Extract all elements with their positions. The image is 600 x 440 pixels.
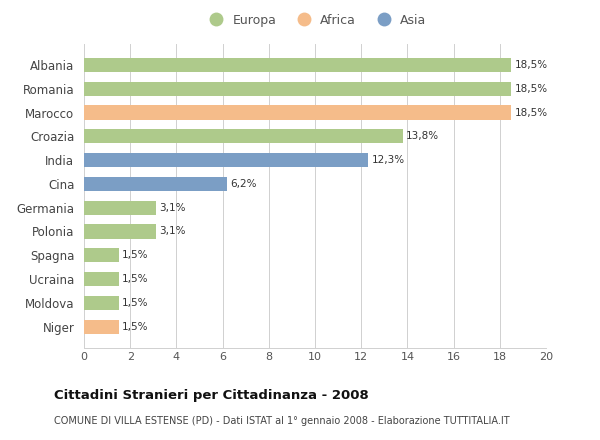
Text: 3,1%: 3,1% (159, 227, 185, 236)
Text: 1,5%: 1,5% (122, 274, 149, 284)
Text: 3,1%: 3,1% (159, 203, 185, 213)
Bar (84, 248, 119, 262)
Text: 6,2%: 6,2% (230, 179, 257, 189)
Text: 13,8%: 13,8% (406, 131, 439, 141)
Bar (84, 224, 155, 238)
Bar (84, 296, 119, 310)
Bar (84, 106, 511, 120)
Bar (84, 58, 511, 72)
Bar (84, 319, 119, 334)
Bar (84, 129, 403, 143)
Bar (84, 177, 227, 191)
Text: Cittadini Stranieri per Cittadinanza - 2008: Cittadini Stranieri per Cittadinanza - 2… (54, 389, 369, 403)
Text: 18,5%: 18,5% (515, 60, 548, 70)
Text: 1,5%: 1,5% (122, 322, 149, 332)
Bar (84, 153, 368, 167)
Text: COMUNE DI VILLA ESTENSE (PD) - Dati ISTAT al 1° gennaio 2008 - Elaborazione TUTT: COMUNE DI VILLA ESTENSE (PD) - Dati ISTA… (54, 416, 509, 426)
Text: 18,5%: 18,5% (515, 84, 548, 94)
Bar (84, 201, 155, 215)
Text: 1,5%: 1,5% (122, 298, 149, 308)
Text: 1,5%: 1,5% (122, 250, 149, 260)
Text: 12,3%: 12,3% (371, 155, 405, 165)
Bar (84, 81, 511, 96)
Bar (84, 272, 119, 286)
Legend: Europa, Africa, Asia: Europa, Africa, Asia (204, 14, 426, 27)
Text: 18,5%: 18,5% (515, 107, 548, 117)
